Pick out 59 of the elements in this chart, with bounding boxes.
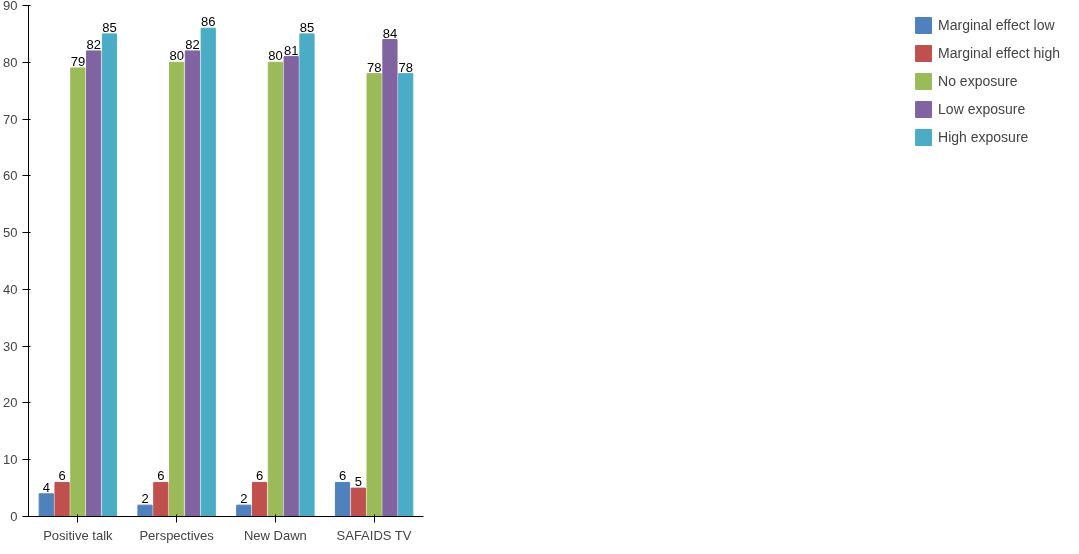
data-label: 82 (185, 36, 200, 52)
bar (70, 67, 86, 517)
y-tick-label: 70 (3, 111, 18, 127)
x-tick-label: Perspectives (139, 527, 215, 543)
data-label: 6 (338, 468, 347, 484)
data-label: 80 (169, 48, 184, 64)
bar (267, 61, 283, 517)
bar (153, 481, 169, 517)
legend-label: Marginal effect low (938, 17, 1055, 33)
bar (184, 50, 201, 517)
bar (350, 487, 366, 517)
x-tick-label: New Dawn (243, 527, 307, 543)
data-label: 6 (157, 468, 165, 484)
data-label: 85 (102, 19, 117, 35)
bar (38, 493, 54, 517)
data-label: 4 (42, 479, 50, 495)
y-tick-label: 50 (3, 225, 18, 241)
data-label: 80 (268, 48, 283, 64)
data-label: 5 (354, 474, 362, 490)
legend-label: Marginal effect high (938, 45, 1060, 61)
x-tick-label: SAFAIDS TV (336, 527, 412, 543)
bar (236, 504, 252, 517)
data-label: 6 (255, 468, 264, 484)
bar (101, 33, 118, 517)
bar (86, 50, 102, 517)
data-label: 84 (382, 25, 398, 41)
data-label: 82 (86, 36, 101, 52)
y-tick-label: 80 (3, 54, 18, 70)
data-label: 78 (398, 59, 413, 75)
y-tick-label: 60 (3, 168, 18, 184)
data-label: 78 (366, 59, 382, 75)
bar (398, 73, 414, 517)
bar (382, 39, 398, 517)
y-tick-label: 10 (3, 452, 18, 468)
data-label: 79 (70, 53, 86, 69)
data-label: 81 (283, 42, 299, 58)
legend-label: Low exposure (938, 101, 1026, 117)
bar (137, 504, 153, 517)
data-label: 85 (299, 19, 315, 35)
bar (299, 33, 315, 517)
data-label: 6 (58, 468, 66, 484)
y-tick-label: 30 (3, 338, 18, 354)
bar (334, 481, 351, 517)
bar (200, 27, 216, 517)
bar (54, 481, 70, 517)
legend-label: No exposure (938, 73, 1018, 89)
data-label: 2 (240, 491, 248, 507)
y-tick-label: 90 (3, 0, 18, 13)
bar (169, 61, 185, 517)
data-label: 2 (141, 491, 149, 507)
y-tick-label: 0 (10, 509, 18, 524)
bar (366, 73, 382, 517)
y-tick-label: 20 (3, 395, 18, 411)
data-label: 86 (201, 14, 216, 30)
bar (283, 56, 299, 517)
bar (251, 481, 268, 517)
legend-label: High exposure (938, 129, 1029, 145)
x-tick-label: Positive talk (43, 527, 114, 543)
y-tick-label: 40 (3, 281, 18, 297)
